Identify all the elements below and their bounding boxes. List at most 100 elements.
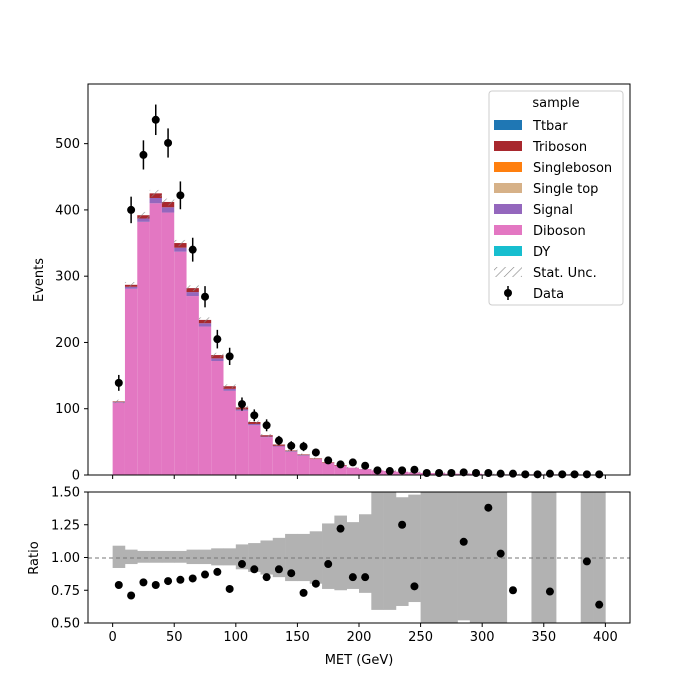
ratio-point xyxy=(139,578,148,587)
ratio-point xyxy=(496,549,505,558)
bar-diboson xyxy=(137,221,150,475)
ratio-band-segment xyxy=(346,522,360,589)
x-tick-label: 200 xyxy=(347,630,372,645)
bar-diboson xyxy=(149,203,162,475)
ratio-point xyxy=(508,586,517,595)
data-point xyxy=(287,441,296,450)
data-point xyxy=(435,469,444,478)
data-point xyxy=(447,469,456,478)
x-tick-label: 50 xyxy=(166,630,183,645)
ratio-band-segment xyxy=(137,550,150,563)
main-stack xyxy=(112,193,581,475)
ratio-point xyxy=(324,560,333,569)
data-point xyxy=(496,469,505,478)
legend-label: Singleboson xyxy=(533,161,612,176)
data-point xyxy=(545,469,554,478)
stat-unc-cap xyxy=(211,352,224,358)
bar-diboson xyxy=(248,425,261,475)
data-point xyxy=(484,469,493,478)
bar-signal xyxy=(297,455,310,456)
bar-signal xyxy=(124,286,138,289)
main-y-tick-label: 500 xyxy=(55,137,80,152)
ratio-point xyxy=(398,520,407,529)
ratio-band-segment xyxy=(395,497,409,606)
bar-diboson xyxy=(359,469,372,475)
data-point xyxy=(176,191,185,200)
ratio-point xyxy=(201,570,210,579)
ratio-point xyxy=(225,584,234,593)
legend-swatch-dy xyxy=(494,246,522,256)
ratio-point xyxy=(287,569,296,578)
stat-unc-cap xyxy=(112,399,125,404)
legend-swatch-signal xyxy=(494,204,522,214)
ratio-point xyxy=(545,587,554,596)
ratio-point xyxy=(348,573,357,582)
ratio-point xyxy=(164,577,173,586)
ratio-y-ticks: 0.50 0.75 1.00 1.25 1.50 xyxy=(51,486,88,632)
stat-unc-cap xyxy=(223,384,236,389)
legend-label: Diboson xyxy=(533,224,586,239)
legend-swatch-singleboson xyxy=(494,162,522,172)
data-point xyxy=(385,467,394,476)
legend-entries: Ttbar Triboson Singleboson Single top Signal… xyxy=(494,119,612,302)
bar-signal xyxy=(186,292,199,297)
ratio-panel: 0.50 0.75 1.00 1.25 1.50 0 50 100 150 200 250 300 3… xyxy=(27,486,631,668)
data-point xyxy=(151,115,160,124)
bar-diboson xyxy=(198,326,212,475)
x-tick-label: 300 xyxy=(470,630,495,645)
legend-label: Ttbar xyxy=(532,119,568,134)
main-y-axis-label: Events xyxy=(32,258,47,302)
legend: sample Ttbar Triboson Singleboson Single to… xyxy=(488,90,624,306)
legend-label: Triboson xyxy=(532,140,587,155)
data-point xyxy=(127,205,136,214)
bar-diboson xyxy=(346,467,359,475)
data-point xyxy=(201,292,210,301)
stat-unc-cap xyxy=(260,433,273,437)
bar-diboson xyxy=(174,251,187,475)
ratio-point xyxy=(595,600,604,609)
ratio-band-segment xyxy=(248,543,261,572)
data-point xyxy=(459,468,468,477)
bar-diboson xyxy=(272,446,286,475)
ratio-band-segment xyxy=(161,550,175,563)
ratio-band-segment xyxy=(322,523,335,589)
ratio-band-segment xyxy=(309,531,323,584)
ratio-point xyxy=(410,582,419,591)
bar-diboson xyxy=(309,459,323,475)
stat-unc-cap xyxy=(309,457,323,460)
ratio-point xyxy=(459,537,468,546)
data-point xyxy=(299,442,308,451)
stat-unc-cap xyxy=(297,453,310,456)
x-tick-label: 0 xyxy=(108,630,116,645)
bar-diboson xyxy=(322,463,335,475)
x-tick-label: 100 xyxy=(223,630,248,645)
ratio-y-tick-label: 0.50 xyxy=(51,617,80,632)
ratio-band-segment xyxy=(383,492,397,610)
bar-signal xyxy=(161,207,175,213)
bar-signal xyxy=(198,323,212,327)
legend-data-marker xyxy=(504,289,512,297)
bar-diboson xyxy=(161,212,175,475)
data-point xyxy=(373,466,382,475)
bar-signal xyxy=(260,436,273,438)
stat-unc-cap xyxy=(174,239,187,247)
bar-diboson xyxy=(223,390,236,475)
ratio-band-segment xyxy=(457,492,471,621)
ratio-point xyxy=(274,565,283,574)
ratio-point xyxy=(582,557,591,566)
ratio-band xyxy=(112,492,606,623)
bar-diboson xyxy=(334,465,347,475)
data-point xyxy=(508,469,517,478)
main-panel: 0 100 200 300 400 500 Events xyxy=(32,83,631,484)
data-point xyxy=(533,470,542,479)
ratio-y-tick-label: 1.00 xyxy=(51,551,80,566)
data-point xyxy=(570,470,579,479)
legend-label: Stat. Unc. xyxy=(533,266,597,281)
stat-unc-cap xyxy=(346,466,359,469)
ratio-x-ticks: 0 50 100 150 200 250 300 350 400 xyxy=(108,623,618,645)
ratio-point xyxy=(237,560,246,569)
x-axis-label: MET (GeV) xyxy=(325,653,394,668)
data-point xyxy=(250,411,259,420)
ratio-y-tick-label: 0.75 xyxy=(51,584,80,599)
